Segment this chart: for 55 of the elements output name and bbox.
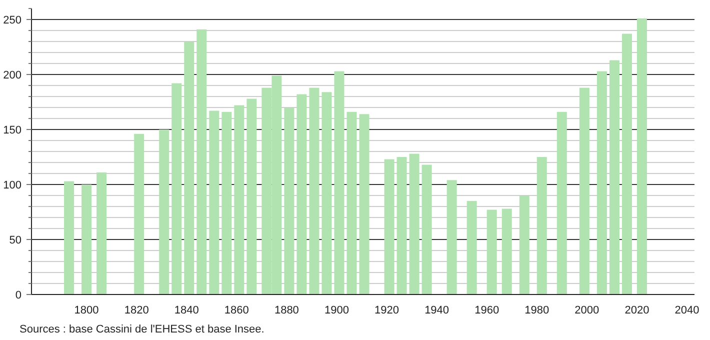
bar (384, 159, 394, 294)
bar (246, 98, 257, 294)
x-tick-label: 1900 (324, 304, 349, 316)
bar (622, 34, 632, 294)
bar (234, 105, 244, 294)
y-tick-label: 150 (3, 124, 22, 136)
bar (466, 201, 477, 294)
bar (64, 181, 74, 294)
bar (346, 112, 357, 294)
x-tick-label: 1820 (124, 304, 149, 316)
y-tick-label: 50 (9, 234, 22, 246)
bar (556, 112, 567, 294)
bar (359, 114, 370, 294)
bar (284, 108, 294, 294)
bar (159, 130, 170, 294)
x-tick-label: 1800 (74, 304, 99, 316)
bar (296, 94, 307, 294)
x-tick-label: 1940 (424, 304, 450, 316)
x-tick-label: 2000 (574, 304, 600, 316)
x-tick-label: 1880 (274, 304, 299, 316)
bar (196, 29, 207, 294)
bar (609, 60, 620, 294)
bar (486, 210, 497, 294)
x-tick-label: 1860 (224, 304, 249, 316)
y-tick-label: 200 (3, 70, 22, 82)
bar (422, 164, 432, 294)
y-tick-label: 100 (3, 180, 22, 192)
x-tick-label: 1960 (474, 304, 500, 316)
bar (96, 172, 107, 294)
bar (502, 208, 512, 294)
bar (409, 154, 420, 294)
bar (596, 71, 607, 294)
bar (536, 157, 547, 294)
bar (309, 88, 320, 294)
bar (134, 134, 144, 294)
source-note: Sources : base Cassini de l'EHESS et base Insee. (20, 324, 264, 336)
bar (172, 83, 182, 294)
bar (209, 110, 220, 294)
y-tick-label: 250 (3, 14, 22, 26)
bar (396, 157, 407, 294)
bar (579, 88, 590, 294)
bar (446, 180, 457, 294)
x-tick-label: 1840 (174, 304, 199, 316)
y-tick-label: 0 (15, 290, 22, 302)
bar (184, 42, 194, 294)
bar (222, 112, 232, 294)
bar (322, 92, 332, 294)
bar (334, 71, 344, 294)
x-tick-label: 1920 (374, 304, 400, 316)
x-tick-label: 2020 (624, 304, 650, 316)
x-tick-label: 2040 (674, 304, 700, 316)
x-tick-label: 1980 (524, 304, 550, 316)
bar (82, 184, 92, 294)
bar (519, 196, 530, 294)
bar (636, 18, 647, 294)
